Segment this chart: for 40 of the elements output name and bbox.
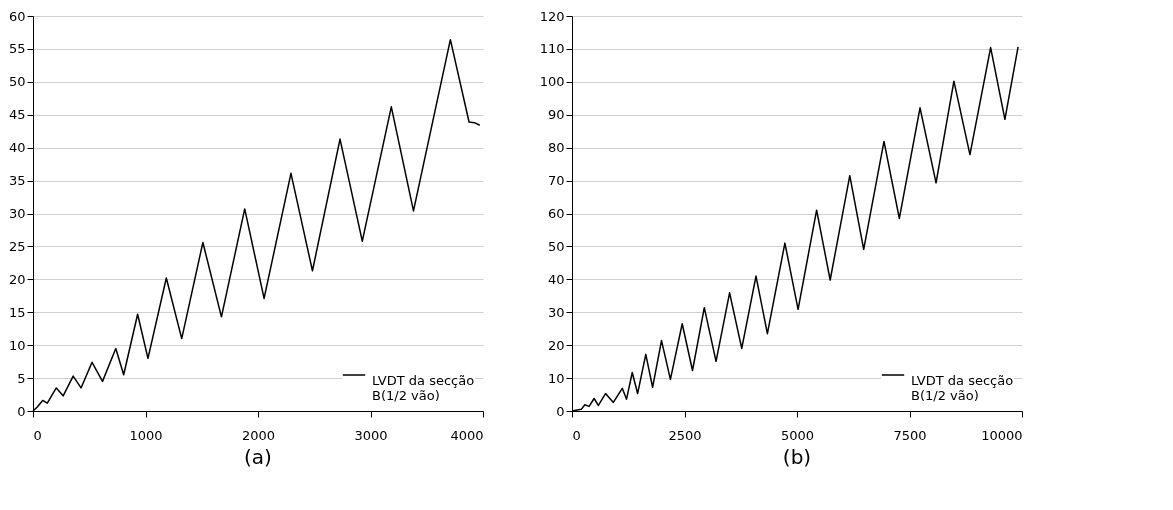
y-tick-label: 0 xyxy=(17,403,26,419)
text: (a) xyxy=(244,445,272,469)
y-tick-label: 90 xyxy=(547,107,565,123)
y-tick-label: 30 xyxy=(8,206,26,221)
y-tick-label: 20 xyxy=(547,337,565,353)
x-tick-label: 5000 xyxy=(780,427,815,443)
y-tick-label: 30 xyxy=(547,304,565,320)
text: (b) xyxy=(782,445,812,469)
y-tick-label: 100 xyxy=(539,74,565,90)
legend-label: LVDT da secção B(1/2 vão) xyxy=(372,373,475,403)
y-tick-label: 10 xyxy=(547,370,565,386)
y-tick-label: 10 xyxy=(8,337,26,353)
y-tick-label: 120 xyxy=(539,8,565,24)
x-tick-label: 1000 xyxy=(129,427,163,443)
x-tick-label: 0 xyxy=(572,427,581,443)
y-tick-label: 50 xyxy=(8,74,26,90)
y-tick-label: 20 xyxy=(8,271,26,287)
y-tick-label: 60 xyxy=(547,206,565,221)
y-tick-label: 50 xyxy=(547,238,565,254)
y-tick-label: 5 xyxy=(17,370,26,386)
y-tick-label: 55 xyxy=(8,41,26,57)
y-tick-label: 35 xyxy=(8,173,26,189)
y-tick-label: 45 xyxy=(8,107,26,123)
y-tick-label: 40 xyxy=(547,271,565,287)
x-tick-label: 2500 xyxy=(668,427,702,443)
x-tick-label: 4000 xyxy=(450,427,484,443)
y-tick-label: 80 xyxy=(547,140,565,156)
x-tick-label: 7500 xyxy=(893,427,927,443)
y-tick-label: 70 xyxy=(547,173,565,189)
legend-label: LVDT da secção B(1/2 vão) xyxy=(911,373,1014,403)
x-tick-label: 10000 xyxy=(981,427,1023,443)
y-tick-label: 110 xyxy=(539,41,565,57)
y-tick-label: 40 xyxy=(8,140,26,156)
x-tick-label: 3000 xyxy=(354,427,388,443)
y-tick-label: 0 xyxy=(556,403,565,419)
x-tick-label: 0 xyxy=(33,427,42,443)
x-tick-label: 2000 xyxy=(241,427,276,443)
y-tick-label: 60 xyxy=(8,8,26,24)
y-tick-label: 25 xyxy=(8,238,26,254)
y-tick-label: 15 xyxy=(8,304,26,320)
